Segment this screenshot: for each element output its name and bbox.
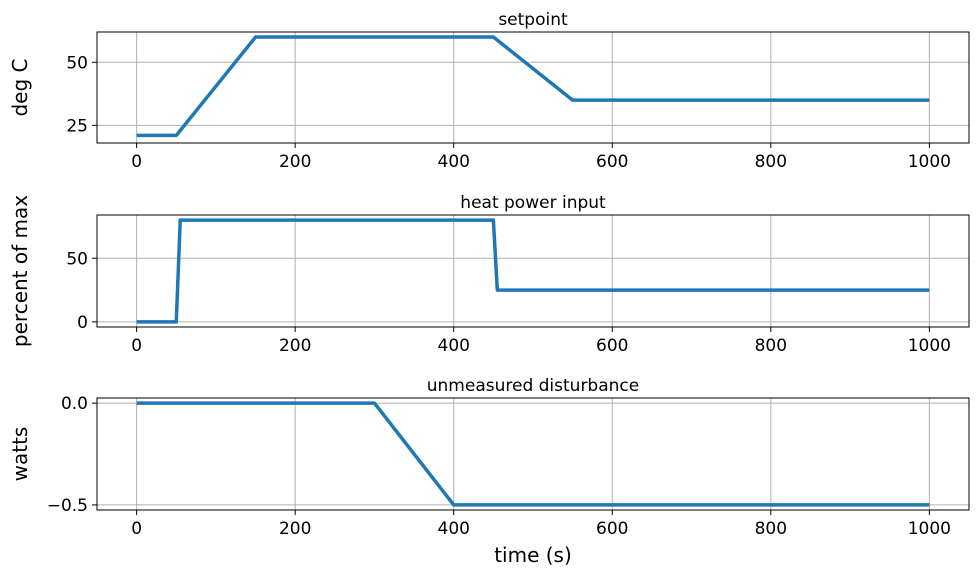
x-tick-label: 200: [279, 152, 311, 172]
x-tick-label: 600: [596, 519, 628, 539]
x-axis-label: time (s): [494, 543, 572, 567]
subplot-2: 0 200 400 600 800 1000 0 50 heat power input perc…: [8, 193, 970, 356]
y-axis-label: percent of max: [8, 195, 32, 347]
subplot-1: 0 200 400 600 800 1000 25 50 setpoint deg C: [8, 10, 970, 172]
subplot-title: setpoint: [498, 10, 568, 30]
x-tick-label: 1000: [908, 152, 951, 172]
y-tick-label: −0.5: [47, 496, 88, 516]
x-tick-label: 600: [596, 336, 628, 356]
x-tick-label: 0: [131, 152, 142, 172]
x-tick-label: 0: [131, 519, 142, 539]
series-line-1: [136, 218, 930, 324]
subplot-title: unmeasured disturbance: [427, 376, 639, 396]
axes-frame: [96, 214, 970, 328]
x-tick-label: 0: [131, 336, 142, 356]
y-tick-label: 25: [66, 116, 88, 136]
x-tick-label: 800: [755, 336, 787, 356]
x-tick-label: 1000: [908, 519, 951, 539]
y-tick-label: 0.0: [61, 394, 88, 414]
y-tick-label: 50: [66, 53, 88, 73]
x-tick-label: 200: [279, 336, 311, 356]
y-tick-label: 50: [66, 249, 88, 269]
series-line-1: [136, 401, 930, 507]
axes-frame: [96, 397, 970, 511]
subplot-3: 0 200 400 600 800 1000 0.0 −0.5 unmeasured distu…: [8, 376, 970, 567]
x-tick-label: 200: [279, 519, 311, 539]
axes-frame: [96, 31, 970, 144]
x-tick-label: 600: [596, 152, 628, 172]
x-tick-label: 400: [438, 336, 470, 356]
y-axis-label: watts: [8, 427, 32, 482]
subplot-title: heat power input: [460, 193, 606, 213]
y-axis-label: deg C: [8, 58, 32, 116]
x-tick-label: 800: [755, 519, 787, 539]
x-tick-label: 1000: [908, 336, 951, 356]
x-tick-label: 400: [438, 152, 470, 172]
y-tick-label: 0: [77, 313, 88, 333]
series-line-1: [136, 35, 930, 138]
x-tick-label: 400: [438, 519, 470, 539]
x-tick-label: 800: [755, 152, 787, 172]
